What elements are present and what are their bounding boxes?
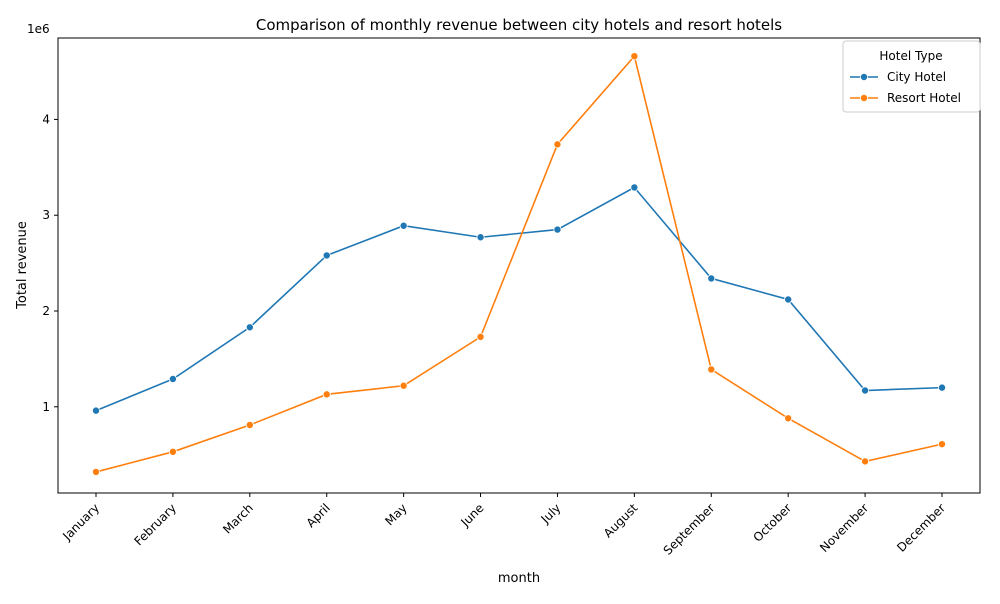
series-line-city-hotel (95, 186, 943, 412)
legend-items: City Hotel Resort Hotel (850, 70, 961, 105)
y-tick-label: 4 (42, 112, 50, 126)
data-point (476, 332, 485, 341)
x-tick-label: December (894, 501, 948, 555)
x-tick-label: June (458, 501, 487, 530)
y-axis-label: Total revenue (15, 221, 30, 310)
data-point (707, 274, 716, 283)
y-tick-label: 2 (42, 304, 50, 318)
y-offset-label: 1e6 (27, 22, 50, 36)
data-point (630, 52, 639, 61)
data-point (399, 221, 408, 230)
x-tick-label: January (59, 501, 102, 544)
legend-label: City Hotel (887, 70, 946, 84)
x-tick-label: September (661, 501, 718, 558)
legend-box (842, 40, 981, 113)
data-point (322, 251, 331, 260)
data-point (861, 386, 870, 395)
data-point (168, 447, 177, 456)
plot-area-border (57, 37, 981, 494)
data-point (707, 365, 716, 374)
x-tick-label: August (601, 501, 641, 541)
legend-marker (860, 94, 869, 103)
x-tick-label: July (538, 501, 564, 527)
data-point (938, 383, 947, 392)
chart-title: Comparison of monthly revenue between ci… (256, 16, 782, 34)
data-point (92, 406, 101, 415)
legend-title: Hotel Type (879, 49, 942, 63)
x-tick-label: March (220, 501, 256, 537)
axes-frame (57, 37, 981, 494)
data-point (553, 140, 562, 149)
data-point (861, 457, 870, 466)
series-layer (92, 52, 947, 476)
x-tick-label: April (304, 501, 333, 530)
data-point (399, 381, 408, 390)
y-tick-label: 3 (42, 208, 50, 222)
legend: Hotel Type City Hotel Resort Hotel (842, 40, 981, 113)
y-tick-label: 1 (42, 400, 50, 414)
x-tick-label: May (382, 501, 409, 528)
series-line-resort-hotel (95, 54, 943, 473)
x-tick-label: November (817, 501, 871, 555)
data-point (322, 390, 331, 399)
data-point (630, 183, 639, 192)
y-axis-ticks: 1 2 3 4 (42, 112, 58, 414)
x-axis-label: month (498, 571, 540, 586)
data-point (938, 440, 947, 449)
legend-marker (860, 73, 869, 82)
data-point (553, 225, 562, 234)
x-tick-label: February (132, 501, 180, 549)
data-point (784, 414, 793, 423)
data-point (245, 420, 254, 429)
x-tick-label: October (750, 501, 794, 545)
data-point (245, 323, 254, 332)
x-axis-ticks: January February March April May June July Augu… (59, 493, 948, 558)
legend-label: Resort Hotel (887, 91, 961, 105)
data-point (92, 467, 101, 476)
data-point (476, 233, 485, 242)
data-point (168, 375, 177, 384)
data-point (784, 295, 793, 304)
